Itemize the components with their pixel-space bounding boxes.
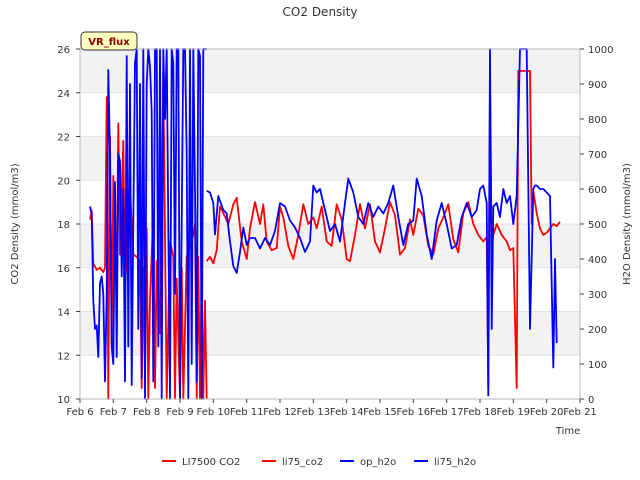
x-tick-label: Feb 16: [397, 407, 431, 418]
legend-label-op-h2o: op_h2o: [360, 457, 396, 468]
x-axis-label: Time: [555, 426, 580, 437]
annotation-vr-flux: VR_flux: [80, 31, 138, 51]
y2-tick-label: 400: [588, 255, 607, 266]
y2-tick-label: 0: [588, 395, 594, 406]
y2-tick-label: 300: [588, 290, 607, 301]
legend: LI7500 CO2 li75_co2 op_h2o li75_h2o: [162, 457, 476, 468]
x-tick-label: Feb 17: [430, 407, 464, 418]
y2-tick-label: 500: [588, 220, 607, 231]
y-tick-label: 22: [57, 133, 70, 144]
legend-label-li7500-co2: LI7500 CO2: [182, 457, 240, 468]
y-tick-label: 16: [57, 264, 70, 275]
y2-tick-label: 100: [588, 360, 607, 371]
series-line-li75-h2o: [206, 48, 558, 397]
x-tick-label: Feb 12: [263, 407, 297, 418]
y-tick-label: 26: [57, 45, 70, 56]
x-tick-label: Feb 7: [100, 407, 127, 418]
axes-layer: Feb 6 Feb 7 Feb 8 Feb 9 Feb 10 Feb 11 Feb 12 Fe…: [57, 45, 613, 418]
x-tick-label: Feb 21: [563, 407, 597, 418]
annotation-text: VR_flux: [88, 37, 130, 48]
y2-tick-label: 200: [588, 325, 607, 336]
y-tick-label: 20: [57, 176, 70, 187]
x-tick-label: Feb 13: [297, 407, 331, 418]
y-tick-label: 24: [57, 89, 70, 100]
legend-label-li75-co2: li75_co2: [282, 457, 323, 468]
chart-title: CO2 Density: [283, 5, 358, 19]
y2-tick-label: 800: [588, 115, 607, 126]
x-tick-label: Feb 8: [133, 407, 160, 418]
x-tick-label: Feb 18: [463, 407, 497, 418]
y-tick-label: 10: [57, 395, 70, 406]
x-tick-label: Feb 14: [330, 407, 364, 418]
x-tick-label: Feb 9: [166, 407, 193, 418]
grid-band: [80, 311, 580, 356]
y-axis-label: CO2 Density (mmol/m3): [10, 163, 21, 284]
x-tick-label: Feb 15: [363, 407, 397, 418]
y2-tick-label: 600: [588, 185, 607, 196]
x-tick-label: Feb 6: [66, 407, 93, 418]
legend-label-li75-h2o: li75_h2o: [434, 457, 476, 468]
x-tick-label: Feb 10: [197, 407, 231, 418]
x-tick-label: Feb 19: [497, 407, 531, 418]
y-tick-label: 18: [57, 220, 70, 231]
annotation-box: [80, 31, 138, 51]
y2-tick-label: 1000: [588, 45, 613, 56]
y2-tick-label: 900: [588, 80, 607, 91]
y-tick-label: 14: [57, 308, 70, 319]
x-tick-label: Feb 20: [530, 407, 564, 418]
x-tick-label: Feb 11: [230, 407, 264, 418]
y2-axis-label: H2O Density (mmol/m3): [622, 163, 633, 285]
y-tick-label: 12: [57, 351, 70, 362]
y2-tick-label: 700: [588, 150, 607, 161]
